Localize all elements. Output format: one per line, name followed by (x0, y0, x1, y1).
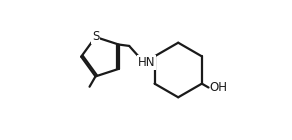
Text: HN: HN (138, 56, 155, 69)
Text: OH: OH (209, 81, 227, 94)
Text: S: S (92, 31, 99, 44)
